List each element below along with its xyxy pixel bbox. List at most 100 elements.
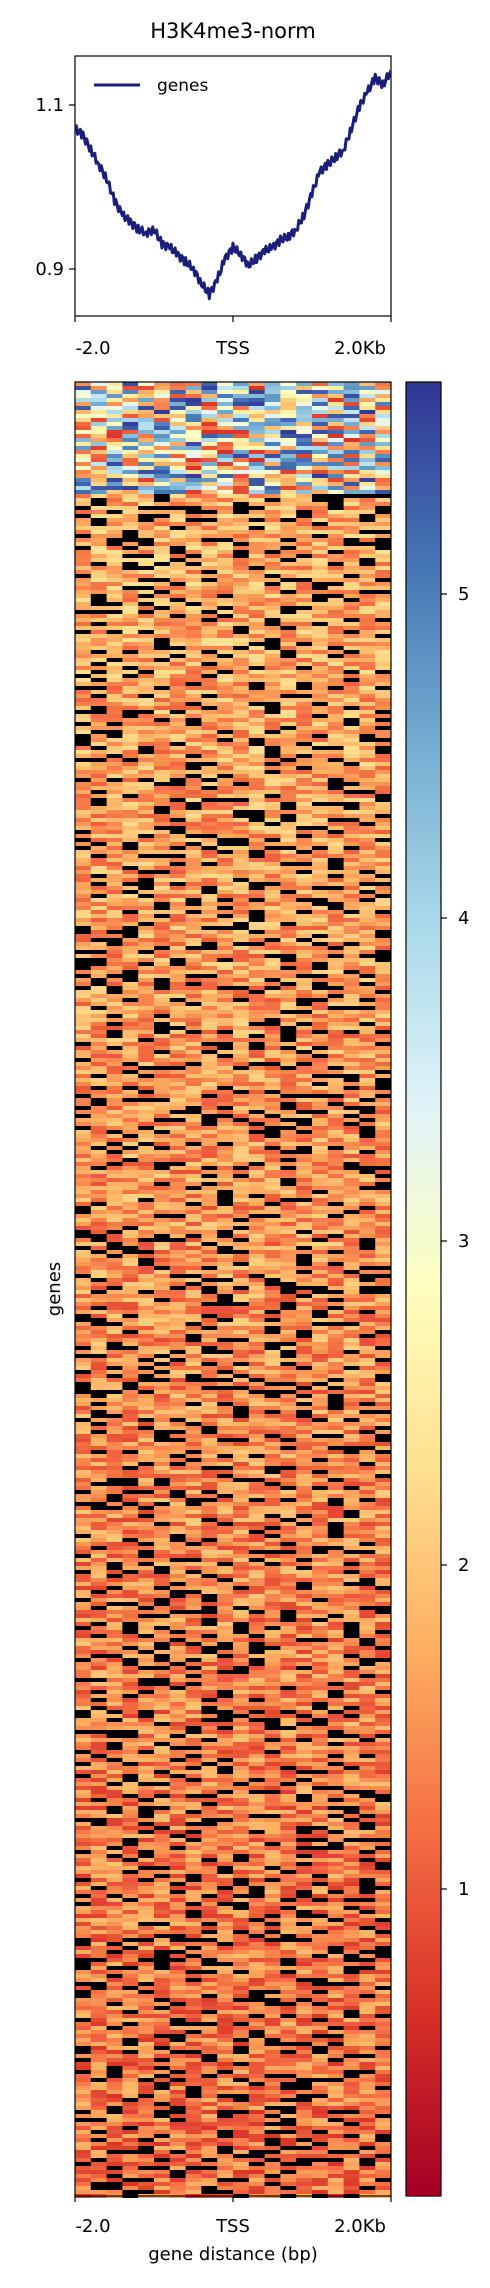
heatmap-cell <box>343 1150 360 1154</box>
heatmap-cell <box>343 714 360 718</box>
heatmap-cell <box>138 542 155 546</box>
heatmap-cell <box>233 434 250 438</box>
heatmap-cell <box>233 598 250 602</box>
heatmap-cell <box>296 618 313 622</box>
heatmap-cell <box>154 810 171 814</box>
heatmap-cell <box>327 1358 344 1362</box>
heatmap-cell <box>106 1250 123 1254</box>
heatmap-cell <box>122 890 139 894</box>
heatmap-cell <box>296 938 313 942</box>
heatmap-cell <box>154 1074 171 1078</box>
heatmap-cell <box>169 790 186 794</box>
heatmap-cell <box>233 1030 250 1034</box>
heatmap-cell <box>106 1158 123 1162</box>
heatmap-cell <box>185 818 202 822</box>
heatmap-cell <box>75 530 92 534</box>
heatmap-cell <box>375 1286 392 1290</box>
heatmap-cell <box>122 1114 139 1118</box>
heatmap-cell <box>106 742 123 746</box>
heatmap-cell <box>280 830 297 834</box>
heatmap-cell <box>343 754 360 758</box>
heatmap-cell <box>375 906 392 910</box>
heatmap-cell <box>264 674 281 678</box>
heatmap-cell <box>248 454 265 458</box>
heatmap-cell <box>264 1350 281 1354</box>
heatmap-cell <box>248 434 265 438</box>
heatmap-cell <box>375 1110 392 1114</box>
heatmap-cell <box>343 1246 360 1250</box>
heatmap-cell <box>327 1062 344 1066</box>
heatmap-cell <box>138 994 155 998</box>
heatmap-cell <box>169 1322 186 1326</box>
heatmap-cell <box>75 718 92 722</box>
heatmap-cell <box>185 1286 202 1290</box>
heatmap-cell <box>75 522 92 526</box>
heatmap-cell <box>264 1326 281 1330</box>
heatmap-cell <box>296 958 313 962</box>
heatmap-cell <box>296 1202 313 1206</box>
heatmap-cell <box>264 926 281 930</box>
heatmap-cell <box>185 1242 202 1246</box>
heatmap-cell <box>375 1186 392 1190</box>
heatmap-cell <box>375 814 392 818</box>
heatmap-cell <box>359 562 376 566</box>
heatmap-cell <box>375 1366 392 1370</box>
heatmap-cell <box>201 466 218 470</box>
heatmap-cell <box>248 770 265 774</box>
heatmap-cell <box>312 678 329 682</box>
heatmap-cell <box>75 1334 92 1338</box>
heatmap-cell <box>75 1018 92 1022</box>
heatmap-cell <box>75 1138 92 1142</box>
heatmap-cell <box>375 1038 392 1042</box>
heatmap-cell <box>75 790 92 794</box>
heatmap-cell <box>280 418 297 422</box>
heatmap-cell <box>264 774 281 778</box>
heatmap-cell <box>106 490 123 494</box>
heatmap-cell <box>359 630 376 634</box>
heatmap-cell <box>75 902 92 906</box>
heatmap-cell <box>248 802 265 806</box>
heatmap-cell <box>75 566 92 570</box>
heatmap-cell <box>296 1054 313 1058</box>
heatmap-cell <box>248 930 265 934</box>
heatmap-cell <box>296 606 313 610</box>
heatmap-cell <box>122 534 139 538</box>
heatmap-cell <box>248 630 265 634</box>
heatmap-cell <box>359 490 376 494</box>
heatmap-cell <box>359 674 376 678</box>
heatmap-cell <box>106 538 123 542</box>
heatmap-cell <box>185 1346 202 1350</box>
heatmap-cell <box>343 482 360 486</box>
heatmap-cell <box>296 826 313 830</box>
heatmap-cell <box>264 742 281 746</box>
heatmap-cell <box>122 1346 139 1350</box>
heatmap-cell <box>217 446 234 450</box>
heatmap-cell <box>75 1366 92 1370</box>
heatmap-cell <box>233 1274 250 1278</box>
heatmap-cell <box>312 1054 329 1058</box>
heatmap-cell <box>312 1002 329 1006</box>
heatmap-cell <box>359 882 376 886</box>
heatmap-cell <box>217 994 234 998</box>
heatmap-cell <box>327 1010 344 1014</box>
heatmap-cell <box>106 854 123 858</box>
heatmap-cell <box>359 694 376 698</box>
heatmap-cell <box>296 966 313 970</box>
heatmap-cell <box>233 1158 250 1162</box>
heatmap-cell <box>312 522 329 526</box>
heatmap-cell <box>122 630 139 634</box>
heatmap-cell <box>359 1050 376 1054</box>
heatmap-cell <box>90 1018 107 1022</box>
heatmap-cell <box>359 1238 376 1242</box>
heatmap-cell <box>122 682 139 686</box>
heatmap-cell <box>138 1242 155 1246</box>
heatmap-cell <box>359 1158 376 1162</box>
heatmap-cell <box>217 1110 234 1114</box>
heatmap-cell <box>169 690 186 694</box>
heatmap-cell <box>75 1166 92 1170</box>
heatmap-cell <box>154 394 171 398</box>
heatmap-cell <box>343 1002 360 1006</box>
heatmap-cell <box>264 994 281 998</box>
heatmap-cell <box>359 574 376 578</box>
heatmap-cell <box>201 870 218 874</box>
